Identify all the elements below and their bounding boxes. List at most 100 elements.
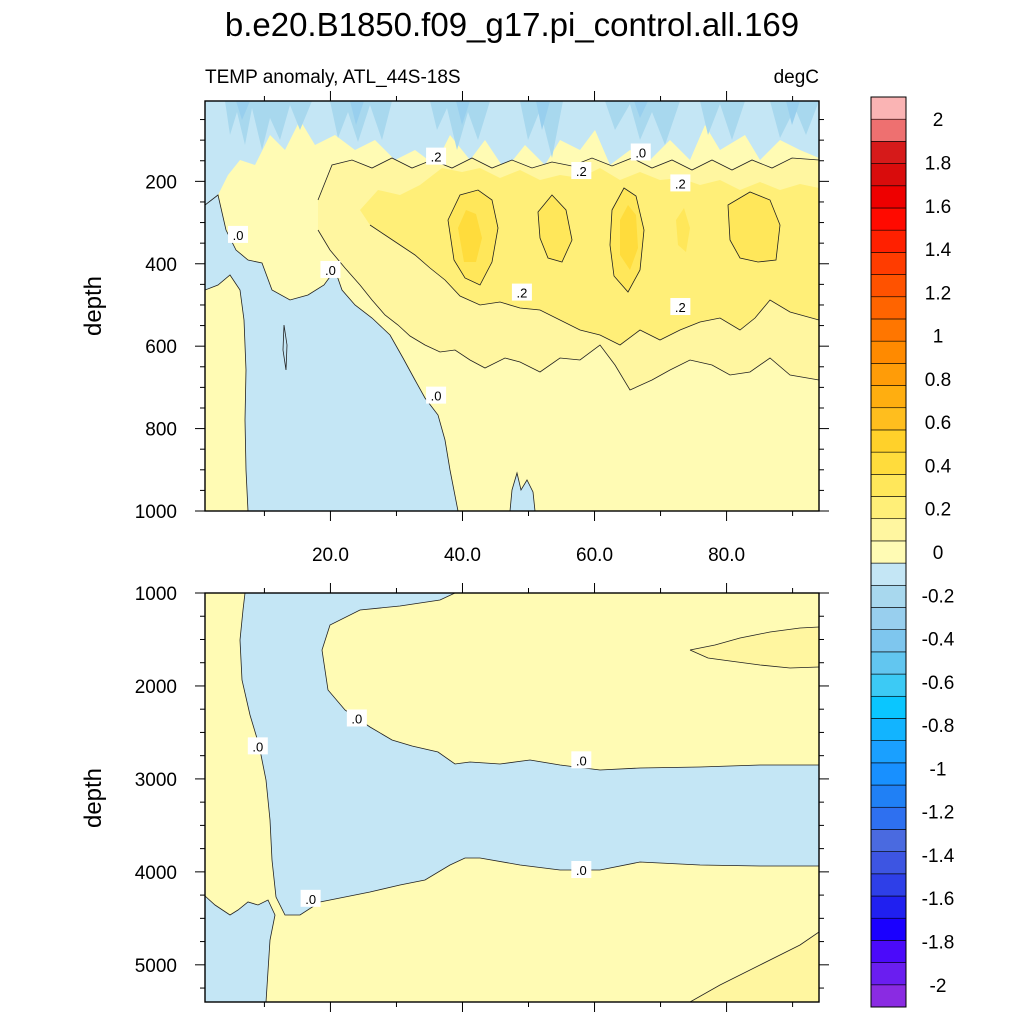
lower-contour-label: .0 bbox=[252, 739, 263, 754]
lower-x-axis bbox=[263, 583, 794, 1012]
upper-contour-label: .2 bbox=[576, 164, 587, 179]
upper-fill-west-negative bbox=[205, 195, 458, 511]
upper-y-tick-label: 400 bbox=[145, 255, 177, 276]
colorbar-swatch bbox=[870, 274, 907, 298]
lower-contour-label-bg bbox=[346, 709, 367, 727]
upper-contour-label: .2 bbox=[675, 300, 686, 315]
upper-y-tick-label: 1000 bbox=[135, 502, 177, 523]
colorbar-swatch bbox=[870, 762, 907, 786]
colorbar-swatch bbox=[870, 584, 907, 608]
colorbar-swatch bbox=[870, 340, 907, 364]
upper-contour-label-bg bbox=[670, 298, 691, 316]
lower-fill-negative-band bbox=[240, 593, 819, 915]
upper-contour-label-bg bbox=[511, 283, 532, 301]
lower-y-tick-label: 3000 bbox=[135, 770, 177, 791]
colorbar-swatch bbox=[870, 407, 907, 431]
colorbar-tick-label: 0.2 bbox=[925, 500, 951, 521]
colorbar-swatch bbox=[870, 296, 907, 320]
lower-fill-southwest-negative bbox=[205, 896, 275, 1002]
lower-y-tick-label: 1000 bbox=[135, 584, 177, 605]
upper-x-tick-label: 60.0 bbox=[576, 545, 613, 566]
colorbar-swatch bbox=[870, 141, 907, 164]
upper-contour-label-bg bbox=[426, 147, 447, 165]
upper-contour-label-bg bbox=[228, 225, 249, 243]
upper-x-tick-label: 40.0 bbox=[444, 545, 481, 566]
upper-y-tick-label: 600 bbox=[145, 337, 177, 358]
colorbar-swatch bbox=[870, 984, 907, 1008]
colorbar-tick-label: 1 bbox=[933, 327, 944, 348]
upper-contour-label-bg bbox=[571, 162, 592, 180]
upper-plot-frame bbox=[204, 100, 820, 512]
upper-fill-negative-streaks bbox=[225, 101, 819, 158]
colorbar-swatch bbox=[870, 429, 907, 453]
lower-y-axis-label: depth bbox=[80, 768, 107, 828]
colorbar-tick-label: -1 bbox=[930, 759, 947, 780]
colorbar-tick-label: 0.4 bbox=[925, 456, 952, 477]
colorbar-swatch bbox=[870, 474, 907, 497]
lower-fill-warm-east-shallow bbox=[690, 627, 819, 668]
upper-x-tick-label: 20.0 bbox=[312, 545, 349, 566]
colorbar-swatch bbox=[870, 118, 907, 142]
colorbar-tick-label: -1.4 bbox=[922, 846, 955, 867]
lower-contour-fill: .0 .0 .0 .0 .0 bbox=[205, 593, 819, 1002]
lower-contour-label-bg bbox=[571, 751, 592, 769]
lower-contour-label-bg bbox=[571, 861, 592, 879]
colorbar-swatch bbox=[870, 163, 907, 187]
lower-contour-label-bg bbox=[300, 889, 321, 907]
colorbar-swatch bbox=[870, 562, 907, 586]
chart-title: b.e20.B1850.f09_g17.pi_control.all.169 bbox=[225, 6, 799, 43]
colorbar-tick-label: -1.2 bbox=[922, 803, 955, 824]
colorbar-swatch bbox=[870, 740, 907, 764]
upper-contour-label-bg bbox=[630, 143, 651, 161]
colorbar-swatch bbox=[870, 806, 907, 830]
colorbar-swatch bbox=[870, 895, 907, 919]
upper-contour-label-bg bbox=[320, 260, 341, 278]
upper-fill-warm-peaks bbox=[448, 188, 780, 292]
colorbar-swatch bbox=[870, 185, 907, 209]
lower-contour-labels: .0 .0 .0 .0 .0 bbox=[247, 709, 592, 907]
upper-contour-label-bg bbox=[426, 386, 447, 404]
colorbar: 2 1.8 1.6 1.4 1.2 1 0.8 0.6 0.4 0.2 0 -0.2 -0.4 -0.6 -… bbox=[870, 96, 955, 1008]
lower-contour-label: .0 bbox=[305, 892, 316, 907]
colorbar-frame bbox=[870, 96, 907, 1008]
colorbar-swatch bbox=[870, 451, 907, 475]
colorbar-tick-label: -1.8 bbox=[922, 933, 955, 954]
colorbar-tick-label: 1.6 bbox=[925, 197, 951, 218]
colorbar-tick-label: 0.6 bbox=[925, 413, 951, 434]
colorbar-swatch bbox=[870, 962, 907, 986]
upper-contour-label: .0 bbox=[431, 389, 442, 404]
upper-contour-lines bbox=[205, 157, 819, 511]
upper-y-axis-label: depth bbox=[80, 276, 107, 336]
upper-fill-deep-negative-patch bbox=[510, 473, 535, 511]
colorbar-swatch bbox=[870, 252, 907, 275]
upper-contour-label: .2 bbox=[675, 176, 686, 191]
colorbar-swatch bbox=[870, 940, 907, 963]
upper-contour-label: .2 bbox=[516, 286, 527, 301]
lower-y-tick-label: 4000 bbox=[135, 863, 177, 884]
upper-y-tick-label: 200 bbox=[145, 172, 177, 193]
colorbar-swatch bbox=[870, 318, 907, 342]
upper-x-axis: 20.0 40.0 60.0 80.0 bbox=[263, 91, 794, 566]
upper-contour-label: .0 bbox=[635, 146, 646, 161]
colorbar-swatch bbox=[870, 673, 907, 697]
lower-contour-label-bg bbox=[247, 737, 268, 755]
colorbar-tick-label: -0.8 bbox=[922, 716, 955, 737]
chart-units: degC bbox=[774, 67, 819, 88]
colorbar-swatch bbox=[870, 385, 907, 409]
colorbar-swatch bbox=[870, 207, 907, 231]
colorbar-swatch bbox=[870, 496, 907, 520]
colorbar-tick-label: -0.6 bbox=[922, 673, 955, 694]
colorbar-swatch bbox=[870, 651, 907, 675]
colorbar-tick-label: 1.8 bbox=[925, 153, 951, 174]
lower-plot-frame bbox=[204, 592, 820, 1003]
upper-panel: .2 .0 .2 .2 .0 .0 .2 .2 .0 20.0 40.0 60.0 80.0 200 4… bbox=[80, 91, 829, 566]
colorbar-swatch bbox=[870, 829, 907, 852]
colorbar-swatch bbox=[870, 718, 907, 741]
colorbar-swatch bbox=[870, 607, 907, 630]
upper-contour-label: .0 bbox=[233, 228, 244, 243]
upper-contour-labels: .2 .0 .2 .2 .0 .0 .2 .2 .0 bbox=[228, 143, 691, 404]
upper-contour-label: .2 bbox=[431, 150, 442, 165]
colorbar-swatch bbox=[870, 363, 907, 386]
colorbar-tick-label: -2 bbox=[930, 976, 947, 997]
upper-y-tick-label: 800 bbox=[145, 420, 177, 441]
